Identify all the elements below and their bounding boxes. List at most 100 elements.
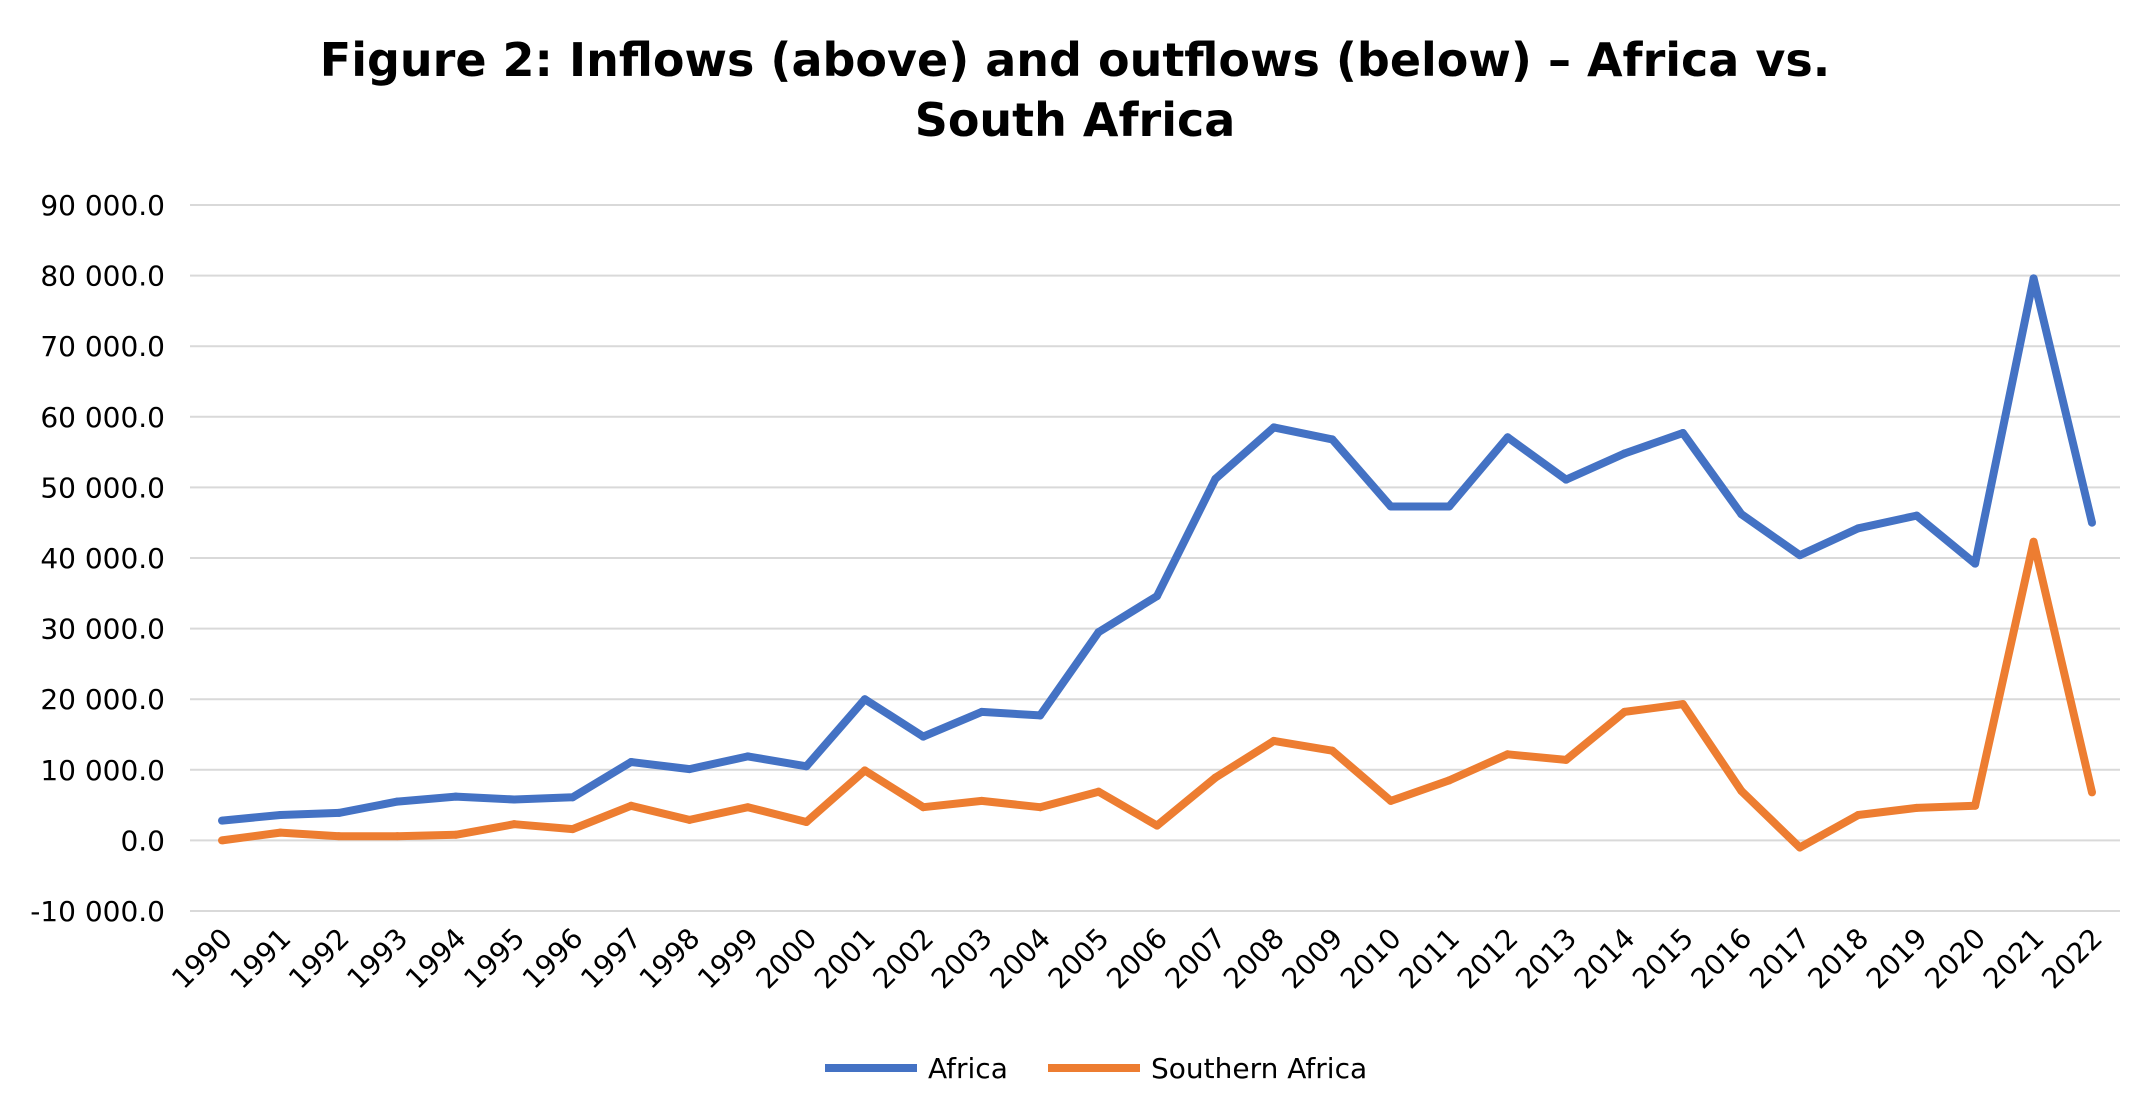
- x-tick-label: 2003: [925, 922, 999, 996]
- legend: Africa Southern Africa: [825, 1052, 1367, 1085]
- x-tick-label: 2012: [1451, 922, 1525, 996]
- x-tick-label: 2008: [1217, 922, 1291, 996]
- data-point: [685, 815, 694, 824]
- x-tick-label: 2020: [1918, 922, 1992, 996]
- data-point: [1678, 429, 1687, 438]
- y-tick-label: 70 000.0: [40, 330, 165, 363]
- y-tick-label: 50 000.0: [40, 471, 165, 504]
- data-point: [1562, 475, 1571, 484]
- y-tick-label: 30 000.0: [40, 613, 165, 646]
- data-point: [977, 796, 986, 805]
- data-point: [1445, 776, 1454, 785]
- data-point: [1854, 524, 1863, 533]
- x-tick-label: 1991: [224, 922, 298, 996]
- x-tick-label: 2017: [1743, 922, 1817, 996]
- data-point: [627, 801, 636, 810]
- y-tick-label: 90 000.0: [40, 189, 165, 222]
- data-point: [568, 825, 577, 834]
- y-tick-label: 10 000.0: [40, 754, 165, 787]
- data-point: [334, 808, 343, 817]
- x-tick-label: 1992: [282, 922, 356, 996]
- data-point: [1036, 803, 1045, 812]
- x-tick-label: 1998: [633, 922, 707, 996]
- data-point: [919, 732, 928, 741]
- data-point: [393, 797, 402, 806]
- data-point: [1328, 746, 1337, 755]
- chart-title: Figure 2: Inflows (above) and outflows (…: [250, 30, 1900, 150]
- x-tick-label: 2021: [1977, 922, 2051, 996]
- data-point: [1795, 551, 1804, 560]
- data-point: [1328, 435, 1337, 444]
- data-point: [1737, 786, 1746, 795]
- x-tick-label: 2004: [983, 922, 1057, 996]
- chart-title-line-2: South Africa: [914, 93, 1236, 147]
- data-point: [1386, 502, 1395, 511]
- series-line-africa: [221, 274, 2096, 825]
- x-tick-label: 1999: [691, 922, 765, 996]
- data-point: [218, 816, 226, 825]
- data-point: [1795, 843, 1804, 852]
- data-point: [1094, 787, 1103, 796]
- data-point: [1854, 810, 1863, 819]
- x-tick-label: 2007: [1159, 922, 1233, 996]
- x-tick-label: 2011: [1392, 922, 1466, 996]
- data-point: [1036, 711, 1045, 720]
- x-tick-label: 2022: [2035, 922, 2109, 996]
- x-tick-label: 2016: [1685, 922, 1759, 996]
- data-point: [276, 810, 285, 819]
- data-point: [1912, 511, 1921, 520]
- data-point: [977, 707, 986, 716]
- data-point: [1678, 700, 1687, 709]
- data-point: [1971, 559, 1980, 568]
- data-point: [1269, 736, 1278, 745]
- data-point: [2088, 518, 2096, 527]
- data-point: [1153, 821, 1161, 830]
- y-tick-label: 80 000.0: [40, 260, 165, 293]
- data-point: [802, 762, 811, 771]
- y-tick-label: 20 000.0: [40, 683, 165, 716]
- x-tick-label: 2018: [1801, 922, 1875, 996]
- data-point: [860, 766, 869, 775]
- y-tick-label: -10 000.0: [30, 895, 165, 928]
- data-point: [276, 828, 285, 837]
- data-point: [1503, 433, 1512, 442]
- data-point: [2029, 537, 2038, 546]
- data-point: [510, 795, 519, 804]
- legend-label: Southern Africa: [1151, 1052, 1367, 1085]
- data-point: [1211, 474, 1220, 483]
- data-point: [802, 818, 811, 827]
- data-point: [1620, 449, 1629, 458]
- x-tick-label: 2013: [1509, 922, 1583, 996]
- data-point: [1971, 801, 1980, 810]
- legend-label: Africa: [928, 1052, 1008, 1085]
- y-tick-label: 40 000.0: [40, 542, 165, 575]
- gridlines: [190, 204, 2120, 912]
- data-point: [919, 803, 928, 812]
- x-tick-label: 2001: [808, 922, 882, 996]
- x-tick-label: 1993: [341, 922, 415, 996]
- chart-title-line-1: Figure 2: Inflows (above) and outflows (…: [319, 33, 1831, 87]
- data-point: [860, 695, 869, 704]
- x-tick-label: 2006: [1100, 922, 1174, 996]
- y-tick-label: 0.0: [120, 824, 165, 857]
- data-point: [685, 765, 694, 774]
- data-point: [1153, 592, 1161, 601]
- data-point: [1620, 707, 1629, 716]
- series-lines: [218, 274, 2096, 852]
- data-point: [2088, 788, 2096, 797]
- x-tick-label: 1997: [574, 922, 648, 996]
- data-point: [1562, 755, 1571, 764]
- y-axis-tick-labels: -10 000.0 0.0 10 000.0 20 000.0 30 000.0 40 0…: [30, 189, 165, 928]
- data-point: [743, 803, 752, 812]
- data-point: [1737, 510, 1746, 519]
- data-point: [2029, 274, 2038, 283]
- x-tick-label: 2015: [1626, 922, 1700, 996]
- x-tick-label: 2010: [1334, 922, 1408, 996]
- data-point: [510, 820, 519, 829]
- data-point: [451, 830, 460, 839]
- x-tick-label: 2000: [750, 922, 824, 996]
- x-tick-label: 1990: [165, 922, 239, 996]
- y-tick-label: 60 000.0: [40, 401, 165, 434]
